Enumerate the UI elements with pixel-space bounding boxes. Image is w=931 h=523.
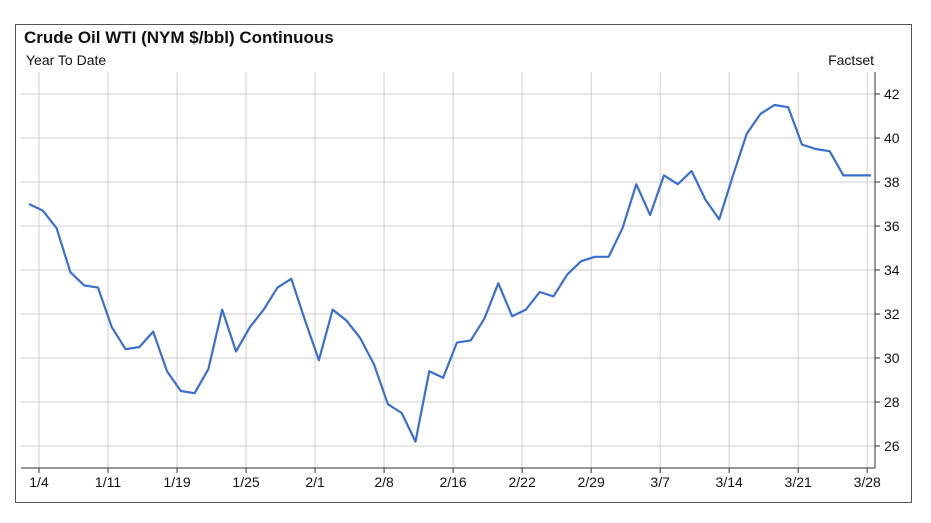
x-tick-label: 1/25 <box>232 474 259 490</box>
y-tick-label: 34 <box>884 262 900 278</box>
chart-subtitle: Year To Date <box>26 52 107 68</box>
y-tick-label: 38 <box>884 174 900 190</box>
y-tick-label: 30 <box>884 350 900 366</box>
x-tick-label: 1/11 <box>95 474 121 490</box>
x-tick-label: 3/28 <box>854 474 881 490</box>
x-tick-label: 2/29 <box>578 474 605 490</box>
x-tick-label: 1/4 <box>29 474 49 490</box>
x-tick-label: 1/19 <box>163 474 190 490</box>
x-tick-label: 2/8 <box>374 474 394 490</box>
y-tick-label: 32 <box>884 306 900 322</box>
chart-title: Crude Oil WTI (NYM $/bbl) Continuous <box>24 28 334 47</box>
price-series-line <box>28 103 871 443</box>
chart-source: Factset <box>828 52 874 68</box>
x-tick-label: 2/16 <box>439 474 466 490</box>
x-tick-label: 2/1 <box>305 474 325 490</box>
x-tick-label: 3/14 <box>716 474 743 490</box>
y-tick-label: 40 <box>884 130 900 146</box>
y-tick-label: 28 <box>884 394 900 410</box>
x-tick-label: 3/7 <box>650 474 670 490</box>
y-tick-label: 42 <box>884 86 900 102</box>
x-tick-label: 3/21 <box>785 474 812 490</box>
y-tick-label: 26 <box>884 438 900 454</box>
x-tick-label: 2/22 <box>508 474 535 490</box>
y-tick-label: 36 <box>884 218 900 234</box>
